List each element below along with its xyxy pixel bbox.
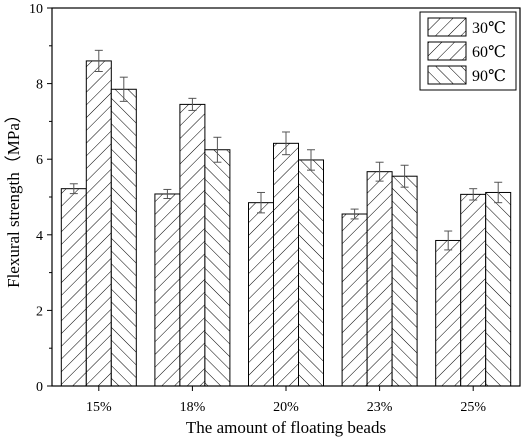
y-tick-label: 8 — [36, 78, 43, 93]
legend-items: 30℃ 60℃ 90℃ — [427, 17, 506, 85]
legend-swatch — [427, 17, 467, 37]
error-bar-25pct-series-2 — [469, 188, 478, 201]
x-axis-label: The amount of floating beads — [186, 418, 386, 437]
error-bar-20pct-series-2 — [282, 131, 290, 156]
error-bar-20pct-series-1 — [257, 191, 265, 214]
y-tick-label: 2 — [36, 304, 43, 319]
error-bar-15pct-series-3 — [119, 76, 128, 102]
legend-swatch — [427, 65, 467, 85]
error-bar-23pct-series-1 — [350, 208, 359, 220]
bar-23pct-series-2 — [366, 171, 393, 387]
bar-18pct-series-1 — [154, 193, 181, 387]
bar-25pct-series-3 — [485, 191, 512, 387]
x-tick-label: 23% — [367, 400, 393, 415]
y-axis-label: Flexural strength（MPa） — [4, 106, 23, 288]
error-bar-20pct-series-3 — [307, 149, 315, 171]
legend-swatch — [427, 41, 467, 61]
error-bar-25pct-series-1 — [444, 230, 453, 251]
error-bar-23pct-series-2 — [375, 161, 384, 182]
error-bar-15pct-series-2 — [94, 49, 103, 73]
error-bar-23pct-series-3 — [400, 164, 409, 188]
bar-18pct-series-3 — [204, 149, 231, 387]
x-tick-label: 25% — [460, 400, 486, 415]
y-tick-label: 6 — [36, 153, 43, 168]
legend-label: 60℃ — [472, 44, 506, 61]
y-tick-label: 0 — [36, 380, 43, 395]
error-bar-25pct-series-3 — [494, 181, 503, 204]
legend: 30℃ 60℃ 90℃ — [419, 11, 517, 91]
error-bar-18pct-series-3 — [213, 136, 222, 163]
bar-20pct-series-3 — [298, 159, 324, 387]
ticks-layer: 15% 18% 20% 23% 25% 0 2 4 6 8 10 — [29, 2, 486, 415]
bar-15pct-series-1 — [60, 188, 87, 387]
y-tick-label: 10 — [29, 2, 43, 17]
bar-25pct-series-1 — [435, 239, 462, 387]
bar-25pct-series-2 — [460, 193, 487, 387]
x-tick-label: 15% — [86, 400, 112, 415]
bar-15pct-series-2 — [85, 60, 112, 387]
error-bars-layer — [69, 49, 503, 251]
bars-layer — [60, 60, 512, 387]
bar-15pct-series-3 — [110, 88, 137, 387]
x-tick-label: 18% — [180, 400, 206, 415]
error-bar-18pct-series-1 — [163, 188, 172, 200]
y-tick-label: 4 — [36, 229, 43, 244]
bar-20pct-series-2 — [273, 142, 299, 387]
legend-label: 90℃ — [472, 68, 506, 85]
x-tick-label: 20% — [273, 400, 299, 415]
bar-23pct-series-3 — [391, 175, 418, 387]
bar-23pct-series-1 — [341, 213, 368, 387]
error-bar-15pct-series-1 — [69, 183, 78, 195]
legend-label: 30℃ — [472, 20, 506, 37]
bar-20pct-series-1 — [248, 202, 274, 387]
bar-18pct-series-2 — [179, 103, 206, 387]
error-bar-18pct-series-2 — [188, 97, 197, 111]
